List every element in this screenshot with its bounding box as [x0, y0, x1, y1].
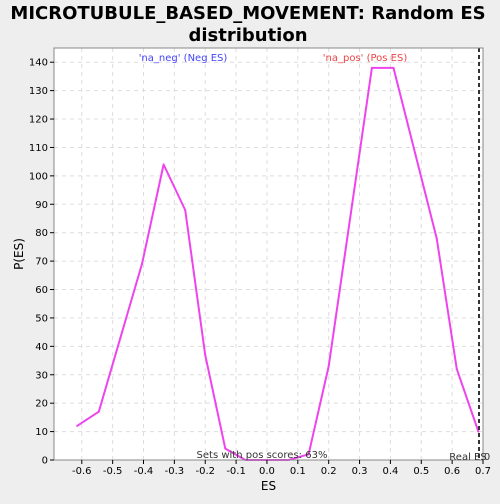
plot-area: [54, 48, 483, 460]
y-tick-label-11: 110: [29, 143, 48, 154]
y-tick-label-1: 10: [35, 427, 48, 438]
real-es-value: 0: [484, 452, 490, 463]
x-axis: -0.6 -0.5 -0.4 -0.3 -0.2 -0.1 0.0 0.1 0.2 0.3 0.4 0…: [72, 460, 491, 493]
chart-title-line-2: distribution: [188, 25, 307, 46]
plot-frame: [53, 47, 484, 461]
x-tick-label-13: 0.7: [475, 466, 491, 477]
series-point-0-5: [184, 208, 187, 211]
x-tick-label-12: 0.6: [444, 466, 460, 477]
x-tick-label-5: -0.1: [226, 466, 246, 477]
x-tick-label-3: -0.3: [165, 466, 185, 477]
chart-title-line-1: MICROTUBULE_BASED_MOVEMENT: Random ES: [10, 3, 485, 24]
series-point-0-16: [435, 237, 438, 240]
y-axis: 0 10 20 30 40 50 60 70 80 90 100 110 120 130 140 P(ES): [12, 58, 54, 467]
series-point-0-3: [140, 262, 143, 265]
x-tick-label-11: 0.5: [413, 466, 429, 477]
pos-scores-text: Sets with pos scores: 63%: [197, 450, 328, 461]
x-tick-label-8: 0.2: [321, 466, 337, 477]
y-axis-label: P(ES): [12, 238, 26, 270]
series-point-0-11: [307, 453, 310, 456]
y-tick-label-13: 130: [29, 86, 48, 97]
chart-title: MICROTUBULE_BASED_MOVEMENT: Random ESdis…: [10, 3, 485, 46]
y-tick-label-9: 90: [35, 200, 48, 211]
x-tick-label-7: 0.1: [290, 466, 306, 477]
x-axis-label: ES: [261, 479, 276, 493]
y-tick-label-7: 70: [35, 257, 48, 268]
series-point-0-15: [414, 152, 417, 155]
y-tick-label-4: 40: [35, 342, 48, 353]
series-point-0-17: [455, 368, 458, 371]
series-point-0-18: [477, 430, 480, 433]
y-tick-label-10: 100: [29, 171, 48, 182]
pos-es-label: 'na_pos' (Pos ES): [323, 53, 408, 64]
real-es-label: Real ES: [449, 452, 486, 463]
y-tick-label-3: 30: [35, 370, 48, 381]
y-tick-label-5: 50: [35, 313, 48, 324]
x-tick-label-10: 0.4: [382, 466, 398, 477]
y-tick-label-8: 80: [35, 228, 48, 239]
y-tick-label-0: 0: [42, 456, 48, 467]
y-tick-label-6: 60: [35, 285, 48, 296]
x-tick-label-0: -0.6: [72, 466, 92, 477]
series-point-0-14: [392, 66, 395, 69]
series-point-0-2: [119, 336, 122, 339]
series-point-0-1: [97, 410, 100, 413]
y-tick-label-12: 120: [29, 115, 48, 126]
x-tick-label-2: -0.4: [134, 466, 154, 477]
x-tick-label-1: -0.5: [103, 466, 123, 477]
series-point-0-12: [327, 365, 330, 368]
x-tick-label-9: 0.3: [352, 466, 368, 477]
annotations: 'na_neg' (Neg ES) 'na_pos' (Pos ES) Sets w…: [139, 53, 490, 463]
series-point-0-6: [204, 353, 207, 356]
y-tick-label-2: 20: [35, 399, 48, 410]
series-point-0-4: [162, 163, 165, 166]
series-point-0-7: [224, 447, 227, 450]
neg-es-label: 'na_neg' (Neg ES): [139, 53, 228, 64]
x-tick-label-6: 0.0: [259, 466, 275, 477]
y-tick-label-14: 140: [29, 58, 48, 69]
x-tick-label-4: -0.2: [195, 466, 215, 477]
series-point-0-13: [370, 66, 373, 69]
series-point-0-0: [76, 424, 79, 427]
